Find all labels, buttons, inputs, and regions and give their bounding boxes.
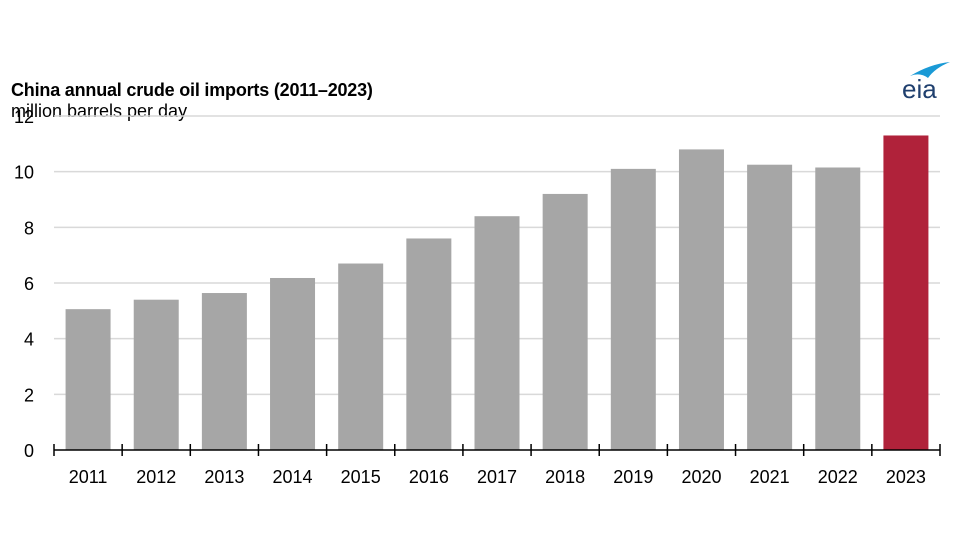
bars xyxy=(65,135,929,451)
bar-2018 xyxy=(542,193,588,450)
x-tick-label: 2015 xyxy=(341,467,381,487)
bar-2017 xyxy=(474,216,520,450)
logo-text: eia xyxy=(902,74,937,102)
y-axis-labels: 0 2 4 6 8 10 12 xyxy=(14,107,34,461)
x-tick-label: 2023 xyxy=(886,467,926,487)
x-axis-labels: 2011 2012 2013 2014 2015 2016 2017 2018 2019 2020… xyxy=(69,467,926,487)
y-tick-label: 0 xyxy=(24,441,34,461)
bar-2013 xyxy=(201,293,247,450)
bar-2012 xyxy=(133,299,179,450)
x-tick-label: 2014 xyxy=(273,467,313,487)
y-tick-label: 8 xyxy=(24,218,34,238)
y-tick-label: 2 xyxy=(24,385,34,405)
bar-2019 xyxy=(610,168,656,450)
x-axis xyxy=(53,444,941,456)
x-tick-label: 2012 xyxy=(136,467,176,487)
eia-logo-icon: eia xyxy=(902,62,950,102)
y-tick-label: 10 xyxy=(14,163,34,183)
bar-2022 xyxy=(815,167,861,450)
bar-2021 xyxy=(747,164,793,451)
x-tick-label: 2022 xyxy=(818,467,858,487)
x-tick-label: 2016 xyxy=(409,467,449,487)
chart-title: China annual crude oil imports (2011–202… xyxy=(11,80,373,100)
bar-2014 xyxy=(270,277,316,450)
x-tick-label: 2017 xyxy=(477,467,517,487)
bar-2011 xyxy=(65,309,111,450)
y-tick-label: 12 xyxy=(14,107,34,127)
x-tick-label: 2018 xyxy=(545,467,585,487)
bar-2015 xyxy=(338,263,384,450)
x-tick-label: 2013 xyxy=(204,467,244,487)
bar-2016 xyxy=(406,238,452,450)
logo-swoosh xyxy=(910,62,950,78)
x-tick-label: 2019 xyxy=(613,467,653,487)
y-tick-label: 6 xyxy=(24,274,34,294)
bar-2023 xyxy=(883,135,929,450)
x-tick-label: 2020 xyxy=(681,467,721,487)
bar-2020 xyxy=(678,149,724,450)
x-tick-label: 2021 xyxy=(750,467,790,487)
y-tick-label: 4 xyxy=(24,330,34,350)
x-tick-label: 2011 xyxy=(69,467,108,487)
